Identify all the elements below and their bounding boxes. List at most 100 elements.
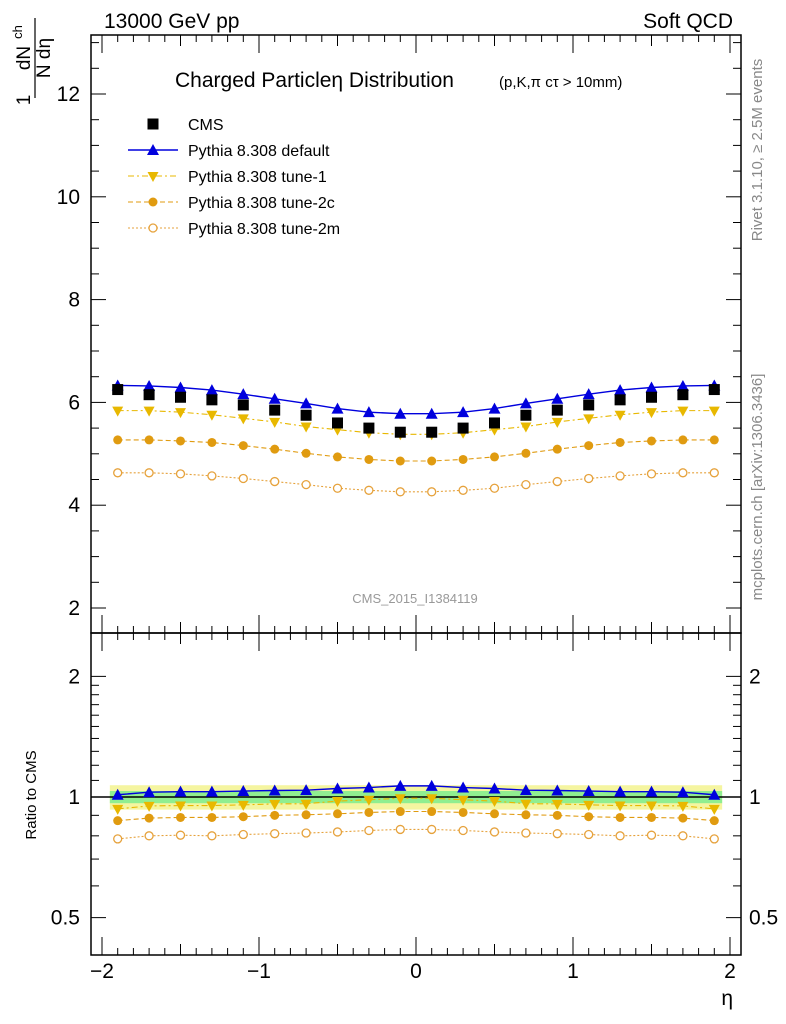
- ratio-point: [238, 829, 248, 840]
- ratio-point: [551, 799, 563, 810]
- ratio-point: [615, 812, 625, 822]
- ratio-point: [206, 801, 218, 812]
- main-point: [427, 456, 437, 466]
- main-point: [646, 469, 657, 479]
- main-point: [489, 417, 500, 429]
- x-tick-label: 1: [567, 960, 579, 983]
- ratio-point: [708, 804, 720, 815]
- main-point: [489, 483, 500, 493]
- main-series-line: [117, 439, 715, 462]
- side-text-rivet: Rivet 3.1.10, ≥ 2.5M events: [749, 59, 766, 242]
- legend-label: CMS: [188, 117, 224, 134]
- main-point: [362, 406, 375, 418]
- legend-marker: [147, 144, 159, 155]
- ratio-point: [457, 795, 469, 806]
- ratio-point: [490, 809, 499, 819]
- main-point: [175, 408, 186, 419]
- main-series-line: [117, 410, 715, 435]
- main-point: [709, 468, 719, 478]
- ratio-point: [552, 829, 562, 839]
- ratio-y-label: Ratio to CMS: [23, 750, 40, 839]
- ratio-point: [270, 810, 280, 820]
- main-point: [395, 487, 405, 497]
- main-point: [143, 379, 156, 391]
- chart-title-sub: (p,K,π cτ > 10mm): [499, 74, 622, 91]
- main-point: [709, 435, 719, 445]
- ratio-point: [333, 809, 342, 819]
- ratio-point: [614, 785, 627, 797]
- ratio-y-tick-label: 2: [68, 665, 80, 688]
- main-point: [301, 479, 311, 490]
- main-point: [144, 435, 154, 445]
- main-point: [520, 409, 532, 421]
- ratio-point: [143, 801, 155, 812]
- main-point: [237, 399, 249, 411]
- ratio-point: [332, 827, 343, 837]
- ratio-point: [112, 804, 124, 815]
- chart-title-main: Charged Particleη Distribution: [175, 69, 454, 92]
- ratio-point: [364, 807, 374, 817]
- ratio-point: [583, 800, 595, 811]
- main-point: [678, 435, 688, 445]
- ratio-point: [708, 788, 721, 800]
- main-point: [584, 441, 594, 451]
- main-point: [427, 487, 437, 497]
- ratio-point: [709, 816, 719, 826]
- ratio-point: [489, 827, 500, 837]
- main-point: [175, 391, 186, 403]
- ratio-point: [519, 784, 532, 796]
- main-point: [552, 444, 562, 454]
- ratio-point: [237, 785, 250, 797]
- main-point: [614, 410, 626, 421]
- ratio-point: [426, 794, 438, 805]
- main-point: [678, 468, 688, 478]
- main-point: [645, 381, 658, 393]
- main-point: [490, 452, 499, 462]
- ratio-point: [270, 829, 280, 839]
- legend-marker: [147, 172, 159, 182]
- main-point: [677, 389, 689, 401]
- main-point: [457, 422, 469, 434]
- legend-label: Pythia 8.308 tune-1: [188, 169, 327, 186]
- ratio-point: [521, 810, 531, 820]
- main-point: [113, 435, 123, 445]
- watermark: CMS_2015_I1384119: [352, 591, 478, 606]
- main-point: [300, 409, 312, 421]
- ratio-point: [552, 810, 562, 820]
- main-point: [175, 469, 186, 479]
- ratio-point: [458, 807, 468, 817]
- ratio-point: [301, 810, 311, 820]
- main-point: [583, 399, 595, 411]
- main-point: [269, 404, 281, 416]
- main-point: [582, 388, 595, 400]
- main-series-layer: [111, 379, 721, 497]
- main-point: [552, 476, 562, 487]
- main-point: [394, 426, 406, 438]
- main-point: [270, 444, 280, 454]
- ratio-point: [238, 812, 248, 822]
- ratio-point: [207, 812, 217, 822]
- ratio-y-tick-label: 1: [68, 786, 80, 809]
- main-point: [112, 406, 124, 417]
- ratio-point: [709, 834, 719, 844]
- ratio-point: [551, 784, 564, 796]
- main-point: [521, 448, 531, 458]
- ratio-point: [582, 785, 595, 797]
- ratio-point: [584, 812, 594, 822]
- main-point: [268, 392, 281, 404]
- ratio-point: [300, 784, 313, 796]
- ratio-point: [677, 801, 689, 812]
- main-point: [364, 485, 374, 495]
- main-point: [300, 422, 312, 433]
- main-point: [207, 471, 217, 481]
- ratio-point: [111, 788, 124, 800]
- ratio-point: [269, 799, 281, 810]
- ratio-point: [237, 800, 249, 811]
- main-point: [144, 468, 154, 478]
- main-point: [425, 407, 438, 419]
- main-point: [237, 388, 250, 400]
- main-point: [238, 441, 248, 451]
- main-point: [646, 391, 657, 403]
